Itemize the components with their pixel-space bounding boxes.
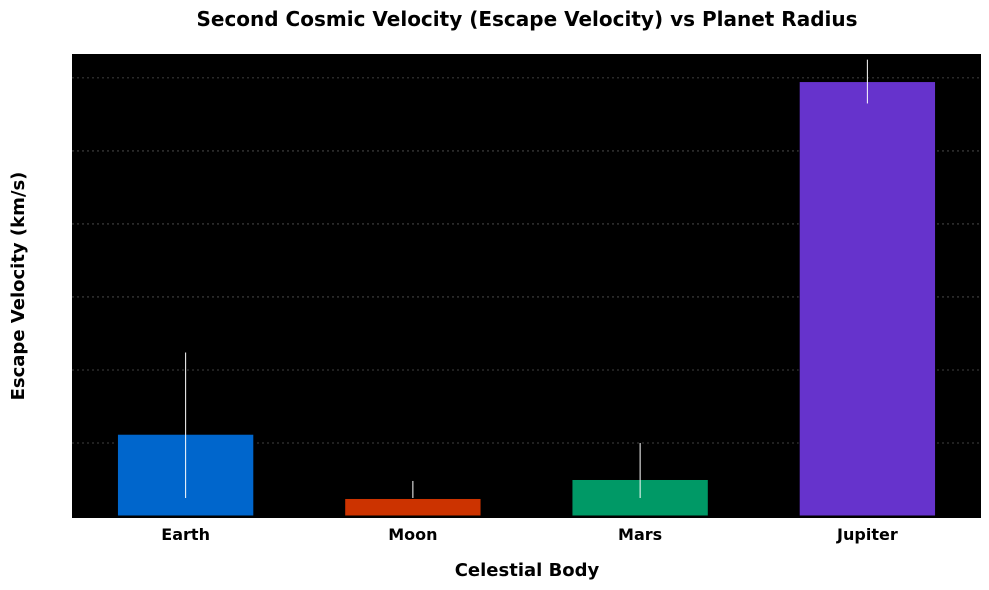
x-tick-label-moon: Moon xyxy=(388,525,437,544)
x-tick-labels: Earth Moon Mars Jupiter xyxy=(161,525,898,544)
x-axis-label: Celestial Body xyxy=(455,560,600,581)
bar-jupiter xyxy=(798,81,937,517)
y-axis-label: Escape Velocity (km/s) xyxy=(8,172,29,401)
chart-title: Second Cosmic Velocity (Escape Velocity)… xyxy=(196,7,857,31)
x-tick-label-jupiter: Jupiter xyxy=(836,525,898,544)
x-tick-label-mars: Mars xyxy=(618,525,662,544)
error-bars xyxy=(185,59,868,498)
x-tick-label-earth: Earth xyxy=(161,525,210,544)
bar-moon xyxy=(344,497,482,517)
